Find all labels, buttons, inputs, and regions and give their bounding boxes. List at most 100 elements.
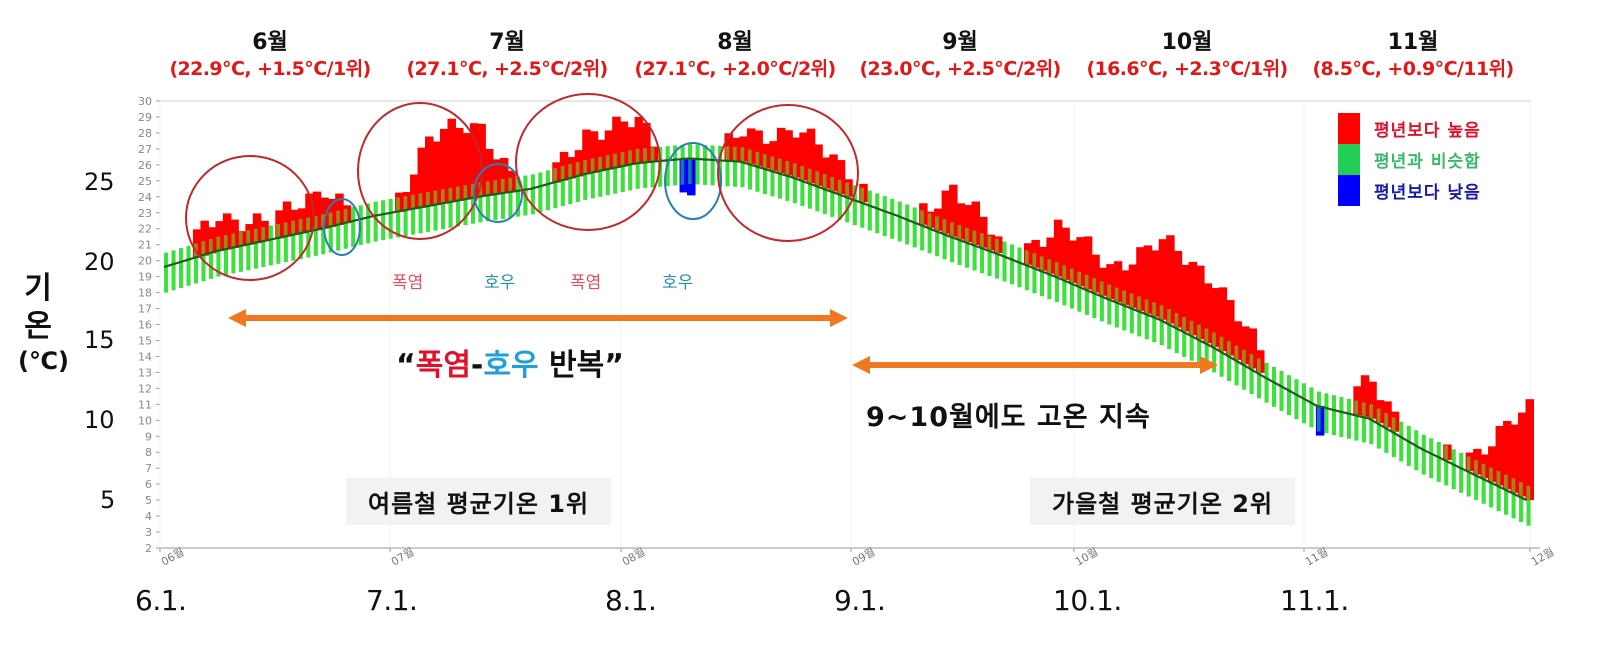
normal-range-bar (1489, 467, 1494, 508)
above-normal-bar (1128, 264, 1138, 308)
normal-range-bar (560, 166, 565, 207)
normal-range-bar (1242, 349, 1247, 390)
overlap-bar (463, 185, 468, 200)
x-tick-label: 07월 (389, 545, 416, 568)
overlap-bar (1361, 402, 1366, 417)
above-normal-bar (604, 130, 614, 170)
y-tick-label: 5 (145, 494, 152, 507)
overlap-bar (965, 227, 969, 243)
overlap-bar (688, 158, 692, 185)
heatwave-circle-aug (515, 93, 661, 231)
normal-range-bar (1436, 441, 1441, 482)
normal-range-bar (725, 146, 730, 187)
normal-range-bar (1339, 397, 1344, 437)
overlap-bar (313, 215, 318, 231)
normal-range-bar (628, 150, 633, 191)
normal-range-bar (598, 156, 603, 197)
normal-range-bar (583, 160, 588, 200)
normal-range-bar (717, 145, 723, 186)
normal-range-bar (1017, 247, 1022, 288)
normal-range-bar (321, 214, 326, 255)
y-tick-label: 9 (145, 430, 152, 443)
overlap-bar (620, 152, 625, 167)
normal-range-bar (283, 222, 288, 263)
normal-range-bar (710, 145, 715, 186)
normal-range-bar (1002, 241, 1007, 282)
month-stat: (23.0℃, +2.5℃/2위) (859, 58, 1061, 80)
normal-range-bar (1009, 244, 1015, 285)
above-normal-bar (642, 122, 651, 163)
normal-range-bar (568, 164, 573, 205)
overlap-bar (426, 191, 430, 207)
y-tick-label: 18 (138, 287, 152, 300)
normal-range-bar (635, 148, 640, 189)
y-tick-label: 12 (138, 382, 152, 395)
normal-range-bar (1107, 284, 1112, 325)
normal-range-bar (1346, 398, 1351, 439)
above-normal-bar (1083, 236, 1093, 290)
date-label-nov: 11.1. (1280, 584, 1349, 617)
overlap-bar (972, 230, 977, 245)
overlap-bar (560, 166, 565, 181)
normal-range-bar (1144, 299, 1149, 340)
above-normal-bar (410, 174, 419, 210)
overlap-bar (650, 147, 655, 162)
overlap-bar (298, 219, 303, 234)
normal-range-bar (807, 168, 812, 209)
normal-range-bar (418, 193, 423, 234)
above-normal-bar (1091, 254, 1100, 293)
normal-range-bar (1496, 471, 1501, 512)
above-normal-bar (791, 137, 801, 178)
normal-range-bar (703, 145, 708, 185)
above-normal-bar (769, 141, 778, 171)
note-heavyrain-word: 호우 (483, 348, 539, 383)
above-normal-bar (282, 201, 292, 237)
overlap-bar (1369, 404, 1374, 419)
overlap-bar (994, 238, 999, 254)
normal-range-bar (164, 252, 169, 293)
overlap-bar (1197, 324, 1201, 340)
above-normal-bar (1211, 288, 1220, 347)
normal-range-bar (1174, 313, 1179, 354)
month-header: 7월 (27.1℃, +2.5℃/2위) (387, 30, 627, 82)
normal-range-bar (1234, 345, 1239, 386)
above-normal-bar (484, 148, 494, 196)
normal-range-bar (1204, 328, 1209, 369)
normal-range-bar (1391, 417, 1396, 458)
normal-range-bar (313, 215, 318, 256)
above-normal-bar (320, 197, 329, 229)
overlap-bar (583, 160, 587, 175)
normal-range-bar (1414, 430, 1419, 471)
normal-range-bar (740, 147, 745, 188)
month-stat: (8.5℃, +0.9℃/11위) (1312, 58, 1514, 80)
above-normal-bar (619, 121, 629, 167)
month-name: 9월 (942, 30, 978, 55)
overlap-bar (1496, 471, 1501, 486)
overlap-bar (403, 196, 408, 211)
normal-range-bar (972, 230, 977, 271)
overlap-bar (1144, 299, 1149, 314)
overlap-bar (306, 217, 310, 232)
normal-range-bar (590, 158, 595, 199)
normal-range-bar (1474, 460, 1479, 501)
overlap-bar (568, 164, 573, 179)
normal-range-bar (1519, 482, 1524, 523)
above-normal-bar (1353, 386, 1362, 416)
quote-open: “ (396, 348, 416, 383)
y-major-label-5: 5 (100, 486, 116, 514)
overlap-bar (1227, 341, 1231, 356)
normal-range-bar (770, 156, 775, 197)
normal-range-bar (792, 163, 797, 204)
overlap-bar (935, 216, 939, 231)
normal-range-bar (867, 190, 872, 231)
normal-range-bar (1219, 336, 1224, 377)
y-tick-label: 20 (138, 255, 152, 268)
normal-range-bar (957, 225, 962, 265)
y-tick-label: 24 (138, 191, 152, 204)
above-normal-bar (1076, 237, 1085, 287)
normal-range-bar (1069, 268, 1074, 309)
normal-range-bar (1324, 393, 1329, 434)
overlap-bar (598, 156, 602, 172)
y-tick-label: 11 (138, 398, 152, 411)
above-normal-bar (1248, 328, 1258, 369)
